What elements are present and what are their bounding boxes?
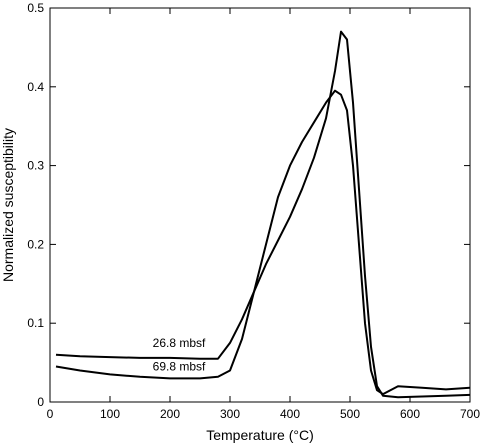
y-axis-label: Normalized susceptibility: [0, 128, 16, 282]
x-tick-label: 0: [47, 407, 54, 421]
y-tick-label: 0.4: [27, 80, 44, 94]
axis-ticks: 0 100 200 300 400 500 600 700 0 0.1 0.2 0.3 0.4 0.5: [27, 1, 480, 421]
y-tick-label: 0.2: [27, 237, 44, 251]
y-tick-label: 0: [37, 395, 44, 409]
annotation-layer: 26.8 mbsf 69.8 mbsf: [153, 336, 206, 374]
series-annotation: 69.8 mbsf: [153, 359, 206, 373]
series-annotation: 26.8 mbsf: [153, 336, 206, 350]
plot-frame: [49, 7, 471, 403]
x-tick-label: 600: [400, 407, 420, 421]
x-tick-label: 400: [280, 407, 300, 421]
series-line-1: [55, 89, 471, 396]
y-tick-label: 0.1: [27, 316, 44, 330]
series-line-0: [55, 30, 471, 399]
series-layer: [55, 30, 471, 399]
x-tick-label: 500: [340, 407, 360, 421]
x-tick-label: 700: [460, 407, 480, 421]
x-tick-label: 100: [100, 407, 120, 421]
x-tick-label: 300: [220, 407, 240, 421]
y-tick-label: 0.5: [27, 1, 44, 15]
x-axis-label: Temperature (°C): [206, 427, 314, 443]
y-tick-label: 0.3: [27, 159, 44, 173]
x-tick-label: 200: [160, 407, 180, 421]
